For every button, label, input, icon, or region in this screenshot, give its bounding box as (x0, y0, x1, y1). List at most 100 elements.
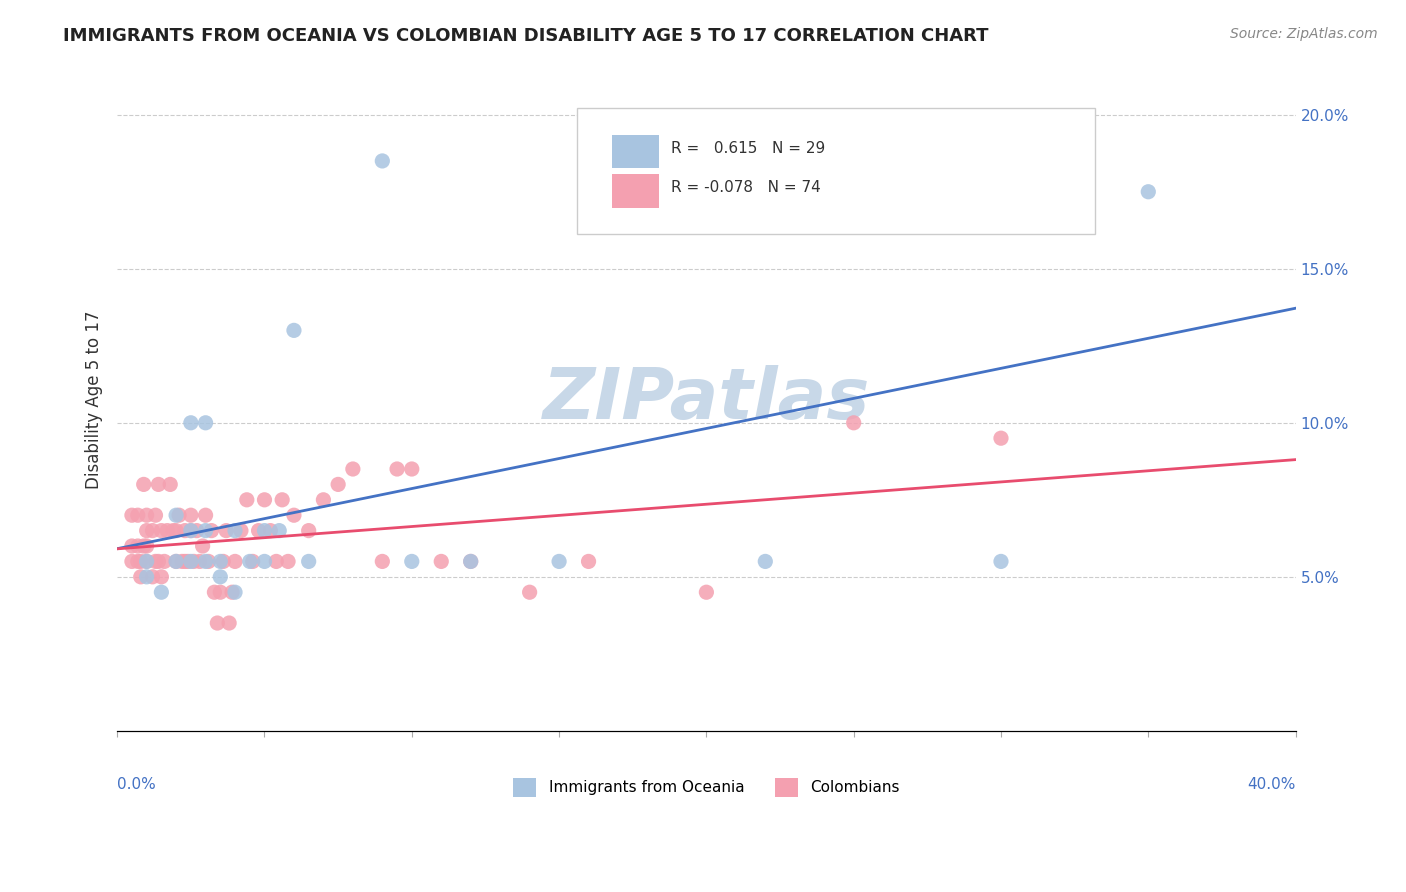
Point (180, 524, 202, 538)
Point (180, 524, 202, 538)
Point (135, 570, 157, 584)
Text: 40.0%: 40.0% (1247, 777, 1295, 792)
Point (141, 524, 163, 538)
Point (264, 554, 287, 568)
Point (127, 508, 149, 523)
Point (277, 554, 299, 568)
Point (312, 492, 335, 507)
Point (127, 554, 149, 568)
Point (695, 585, 717, 599)
Point (186, 524, 208, 538)
Point (150, 585, 173, 599)
Point (141, 570, 163, 584)
Point (127, 539, 149, 553)
Point (132, 477, 155, 491)
Point (194, 416, 217, 430)
Point (129, 554, 152, 568)
Point (174, 524, 197, 538)
Point (162, 524, 184, 538)
Point (156, 524, 179, 538)
Point (401, 554, 423, 568)
Text: IMMIGRANTS FROM OCEANIA VS COLOMBIAN DISABILITY AGE 5 TO 17 CORRELATION CHART: IMMIGRANTS FROM OCEANIA VS COLOMBIAN DIS… (63, 27, 988, 45)
Point (990, 554, 1012, 568)
Point (180, 416, 202, 430)
Point (129, 570, 152, 584)
Point (121, 539, 143, 553)
Point (247, 524, 270, 538)
Point (218, 615, 240, 630)
Point (229, 524, 252, 538)
Point (253, 524, 276, 538)
Point (242, 554, 264, 568)
Text: R = -0.078   N = 74: R = -0.078 N = 74 (671, 180, 821, 195)
Point (209, 554, 232, 568)
Point (148, 554, 170, 568)
Point (754, 554, 776, 568)
Point (1137, 185, 1160, 199)
Point (460, 554, 482, 568)
Point (215, 524, 238, 538)
Point (200, 524, 222, 538)
Point (519, 585, 541, 599)
Text: ZIPatlas: ZIPatlas (543, 365, 870, 434)
Point (194, 554, 217, 568)
Point (194, 508, 217, 523)
Point (197, 554, 219, 568)
Point (188, 554, 211, 568)
FancyBboxPatch shape (612, 135, 659, 168)
Point (174, 554, 197, 568)
Text: R = -0.078   N = 74: R = -0.078 N = 74 (671, 180, 821, 195)
Point (165, 554, 187, 568)
Point (342, 462, 364, 476)
Point (194, 524, 217, 538)
Point (578, 554, 600, 568)
Point (165, 524, 187, 538)
Point (167, 508, 190, 523)
Point (253, 554, 276, 568)
Text: 0.0%: 0.0% (117, 777, 156, 792)
Point (180, 554, 202, 568)
Point (148, 477, 170, 491)
Point (236, 492, 259, 507)
Point (202, 585, 225, 599)
Point (385, 462, 408, 476)
Point (177, 554, 200, 568)
Point (183, 554, 205, 568)
Point (239, 554, 262, 568)
Point (460, 554, 482, 568)
Point (145, 508, 167, 523)
Point (135, 554, 157, 568)
Point (371, 554, 394, 568)
Point (371, 153, 394, 168)
Point (153, 554, 176, 568)
Point (135, 554, 157, 568)
Point (401, 462, 423, 476)
Point (283, 323, 305, 337)
Point (842, 416, 865, 430)
Legend: Immigrants from Oceania, Colombians: Immigrants from Oceania, Colombians (508, 772, 905, 803)
FancyBboxPatch shape (612, 175, 659, 208)
Point (990, 431, 1012, 445)
Point (253, 492, 276, 507)
Point (212, 554, 235, 568)
Point (170, 554, 193, 568)
Point (135, 539, 157, 553)
Point (191, 539, 214, 553)
Point (224, 585, 246, 599)
Text: R =   0.615   N = 29: R = 0.615 N = 29 (671, 141, 825, 155)
Point (221, 585, 243, 599)
Point (548, 554, 571, 568)
Point (150, 570, 173, 584)
Point (224, 554, 246, 568)
Point (165, 508, 187, 523)
Point (298, 554, 321, 568)
Point (283, 508, 305, 523)
Point (269, 524, 291, 538)
FancyBboxPatch shape (576, 108, 1095, 234)
Point (150, 524, 173, 538)
Point (180, 508, 202, 523)
Point (121, 554, 143, 568)
Point (209, 570, 232, 584)
Point (430, 554, 453, 568)
Y-axis label: Disability Age 5 to 17: Disability Age 5 to 17 (86, 310, 103, 489)
